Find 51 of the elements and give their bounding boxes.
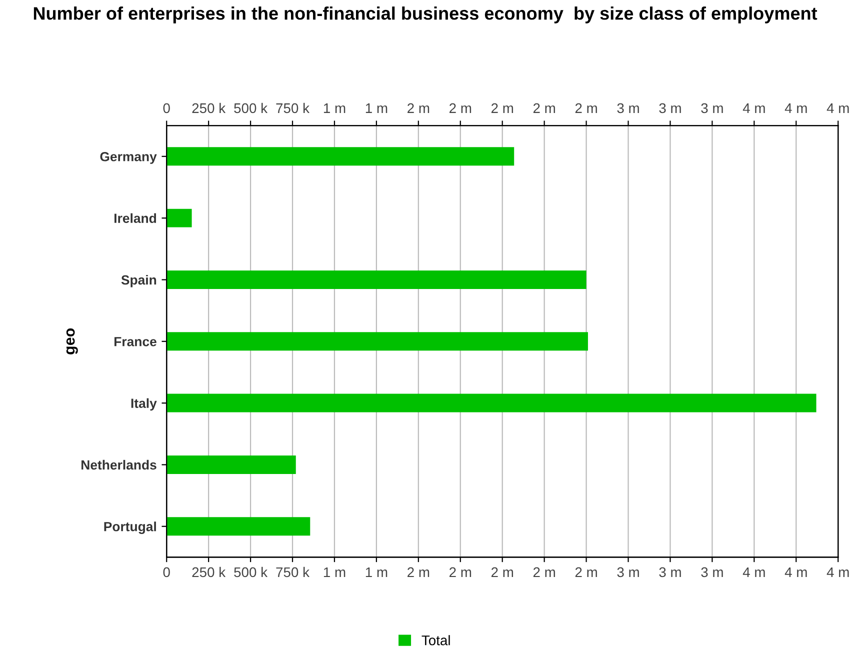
x2-tick-label: 250 k: [192, 102, 226, 114]
y-axis-title: geo: [66, 328, 78, 354]
y-tick-label: France: [114, 337, 156, 346]
y-tick-label: Italy: [131, 398, 157, 411]
x2-tick-label: 4 m: [826, 103, 849, 113]
x2-tick-label: 1 m: [324, 103, 346, 113]
y-tick-label: Ireland: [114, 213, 156, 223]
chart-title: Number of enterprises in the non-financial business economy by size class of employment: [34, 6, 818, 24]
y-tick-label: Netherlands: [82, 460, 156, 470]
bar: [166, 394, 816, 412]
bar: [166, 517, 310, 536]
x-tick-label: 2 m: [450, 567, 472, 577]
x-tick-label: 3 m: [659, 567, 681, 578]
x-tick-label: 3 m: [701, 567, 723, 578]
x-tick-label: 2 m: [575, 567, 597, 577]
y-tick-label: Germany: [100, 152, 157, 164]
x2-tick-label: 500 k: [234, 102, 268, 114]
x-tick-label: 2 m: [491, 567, 514, 577]
x-tick-label: 1 m: [324, 567, 346, 577]
x2-tick-label: 2 m: [575, 103, 597, 113]
x2-tick-label: 3 m: [617, 103, 639, 114]
x-tick-label: 250 k: [192, 566, 226, 578]
x2-tick-label: 1 m: [366, 103, 388, 113]
x2-tick-label: 4 m: [742, 103, 765, 113]
x-tick-label: 3 m: [617, 567, 639, 578]
x2-tick-label: 3 m: [701, 103, 723, 114]
legend-label: Total: [422, 635, 450, 646]
x2-tick-label: 2 m: [533, 103, 555, 113]
x2-tick-label: 2 m: [450, 103, 472, 113]
bar: [166, 147, 514, 166]
x-tick-label: 750 k: [276, 566, 310, 578]
bar: [166, 208, 192, 228]
x2-tick-label: 3 m: [659, 103, 681, 114]
bar: [166, 332, 588, 351]
x-tick-label: 0: [163, 567, 170, 578]
x2-tick-label: 750 k: [276, 102, 310, 114]
x-tick-label: 4 m: [784, 567, 807, 577]
x2-tick-label: 2 m: [491, 103, 514, 113]
y-tick-label: Spain: [121, 274, 156, 288]
x-tick-label: 4 m: [742, 567, 765, 577]
x-tick-label: 4 m: [826, 567, 849, 577]
bar: [166, 455, 296, 474]
x-tick-label: 2 m: [533, 567, 555, 577]
x-tick-label: 2 m: [408, 567, 430, 577]
x2-tick-label: 4 m: [784, 103, 807, 113]
x-tick-label: 1 m: [366, 567, 388, 577]
x2-tick-label: 0: [163, 103, 170, 114]
bar: [166, 270, 586, 289]
x-tick-label: 500 k: [234, 566, 268, 578]
y-tick-label: Portugal: [104, 522, 156, 534]
x2-tick-label: 2 m: [408, 103, 430, 113]
